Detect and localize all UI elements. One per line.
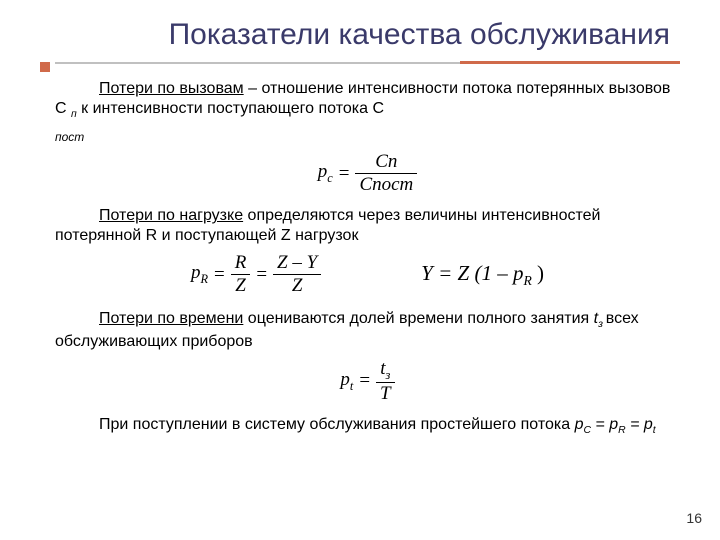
para-time: Потери по времени оцениваются долей врем…	[55, 309, 680, 351]
formula-pc: pс = CпCпост	[55, 151, 680, 196]
lead-calls: Потери по вызовам	[99, 80, 244, 97]
formula-row-load: pR = RZ = Z – YZ Y = Z (1 – pR )	[55, 252, 680, 297]
para-load: Потери по нагрузке определяются через ве…	[55, 206, 680, 246]
title-rule	[55, 61, 680, 65]
para-equal: При поступлении в систему обслуживания п…	[55, 415, 680, 437]
para-calls: Потери по вызовам – отношение интенсивно…	[55, 79, 680, 121]
formula-pr: pR = RZ = Z – YZ	[191, 252, 321, 297]
page-number: 16	[686, 510, 702, 526]
lead-load: Потери по нагрузке	[99, 207, 243, 224]
accent-square	[40, 62, 50, 72]
lead-time: Потери по времени	[99, 310, 243, 327]
formula-y: Y = Z (1 – pR )	[421, 261, 544, 289]
formula-pt: pt = tзT	[55, 358, 680, 406]
slide-title: Показатели качества обслуживания	[55, 18, 680, 55]
para-calls-sub: пост	[55, 123, 680, 145]
